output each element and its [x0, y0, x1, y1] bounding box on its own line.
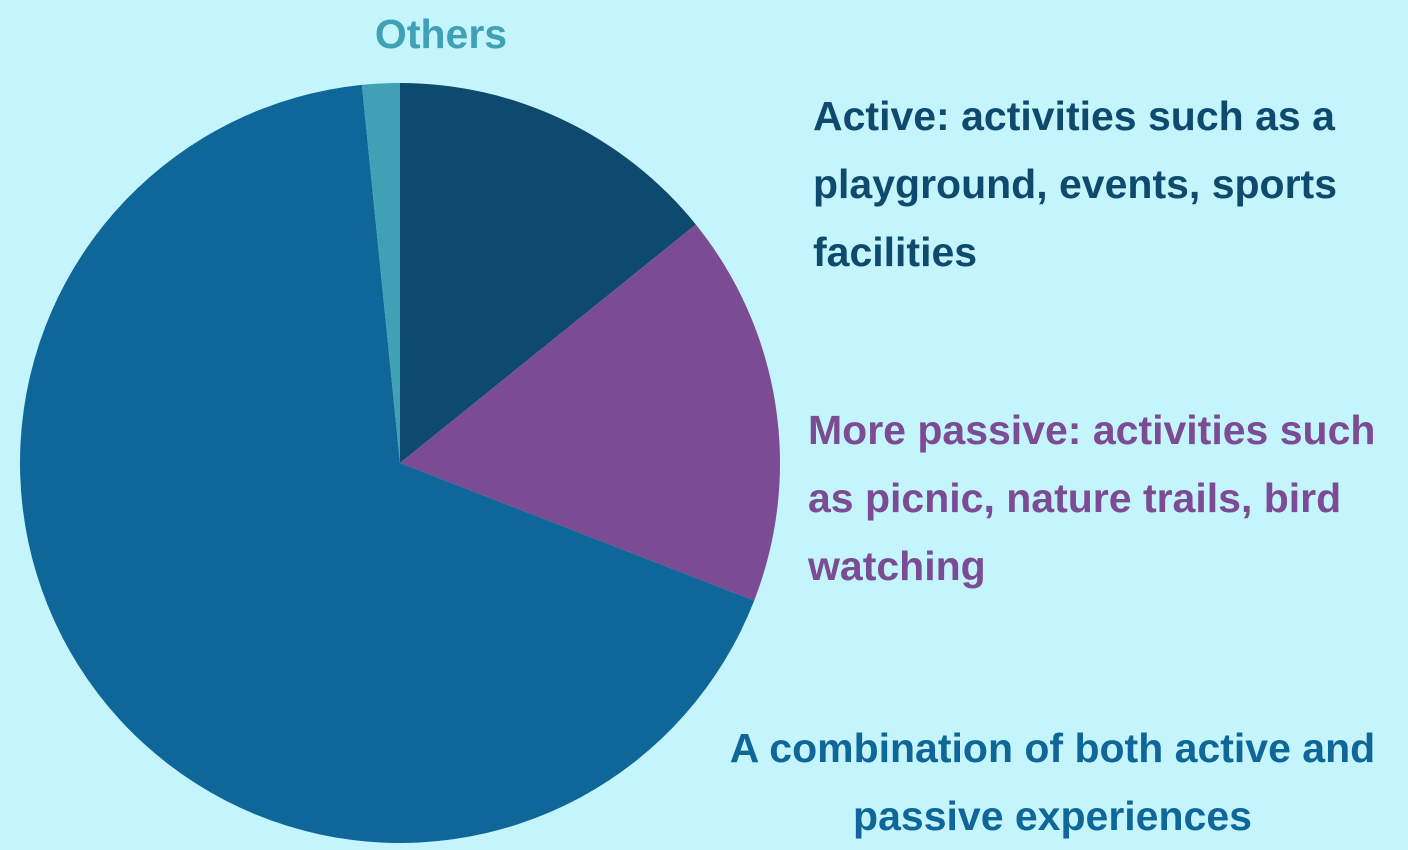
pie-slice	[400, 224, 780, 601]
pie-slice	[20, 84, 755, 843]
slice-label: Active: activities such as a playground,…	[813, 93, 1337, 275]
slice-label: Others	[374, 11, 508, 57]
slice-label: A combination of both active and passive…	[729, 725, 1376, 839]
pie-slice	[400, 83, 696, 463]
slice-label: More passive: activities such as picnic,…	[808, 407, 1376, 589]
pie-slice	[361, 83, 400, 463]
